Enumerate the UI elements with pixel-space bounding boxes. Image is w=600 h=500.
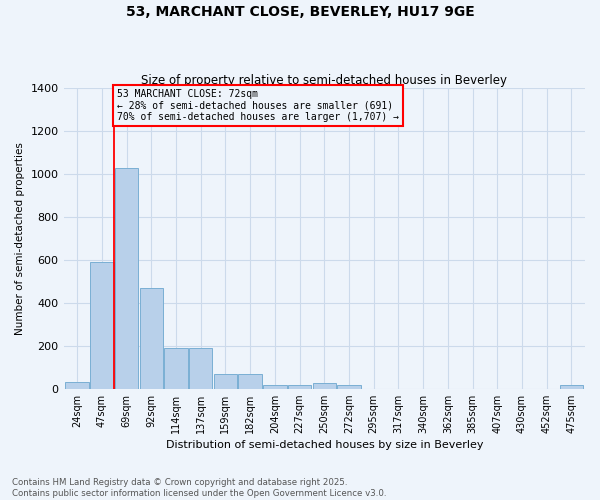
- Bar: [238, 374, 262, 388]
- Bar: [65, 382, 89, 388]
- Bar: [164, 348, 188, 389]
- Bar: [214, 374, 237, 388]
- Bar: [313, 384, 336, 388]
- Text: 53, MARCHANT CLOSE, BEVERLEY, HU17 9GE: 53, MARCHANT CLOSE, BEVERLEY, HU17 9GE: [125, 5, 475, 19]
- Text: 53 MARCHANT CLOSE: 72sqm
← 28% of semi-detached houses are smaller (691)
70% of : 53 MARCHANT CLOSE: 72sqm ← 28% of semi-d…: [116, 89, 398, 122]
- Bar: [337, 386, 361, 388]
- Bar: [560, 386, 583, 388]
- Title: Size of property relative to semi-detached houses in Beverley: Size of property relative to semi-detach…: [141, 74, 507, 87]
- Bar: [115, 168, 139, 388]
- Bar: [189, 348, 212, 389]
- Bar: [90, 262, 113, 388]
- Bar: [263, 386, 287, 388]
- Y-axis label: Number of semi-detached properties: Number of semi-detached properties: [15, 142, 25, 335]
- Text: Contains HM Land Registry data © Crown copyright and database right 2025.
Contai: Contains HM Land Registry data © Crown c…: [12, 478, 386, 498]
- X-axis label: Distribution of semi-detached houses by size in Beverley: Distribution of semi-detached houses by …: [166, 440, 483, 450]
- Bar: [140, 288, 163, 388]
- Bar: [288, 386, 311, 388]
